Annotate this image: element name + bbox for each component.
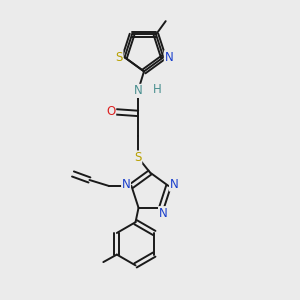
Text: S: S xyxy=(134,151,142,164)
Text: O: O xyxy=(106,105,116,119)
Text: N: N xyxy=(164,51,173,64)
Text: N: N xyxy=(159,207,167,220)
Text: N: N xyxy=(169,178,178,191)
Text: N: N xyxy=(122,178,130,191)
Text: H: H xyxy=(153,83,162,96)
Text: N: N xyxy=(134,84,142,98)
Text: S: S xyxy=(116,51,123,64)
